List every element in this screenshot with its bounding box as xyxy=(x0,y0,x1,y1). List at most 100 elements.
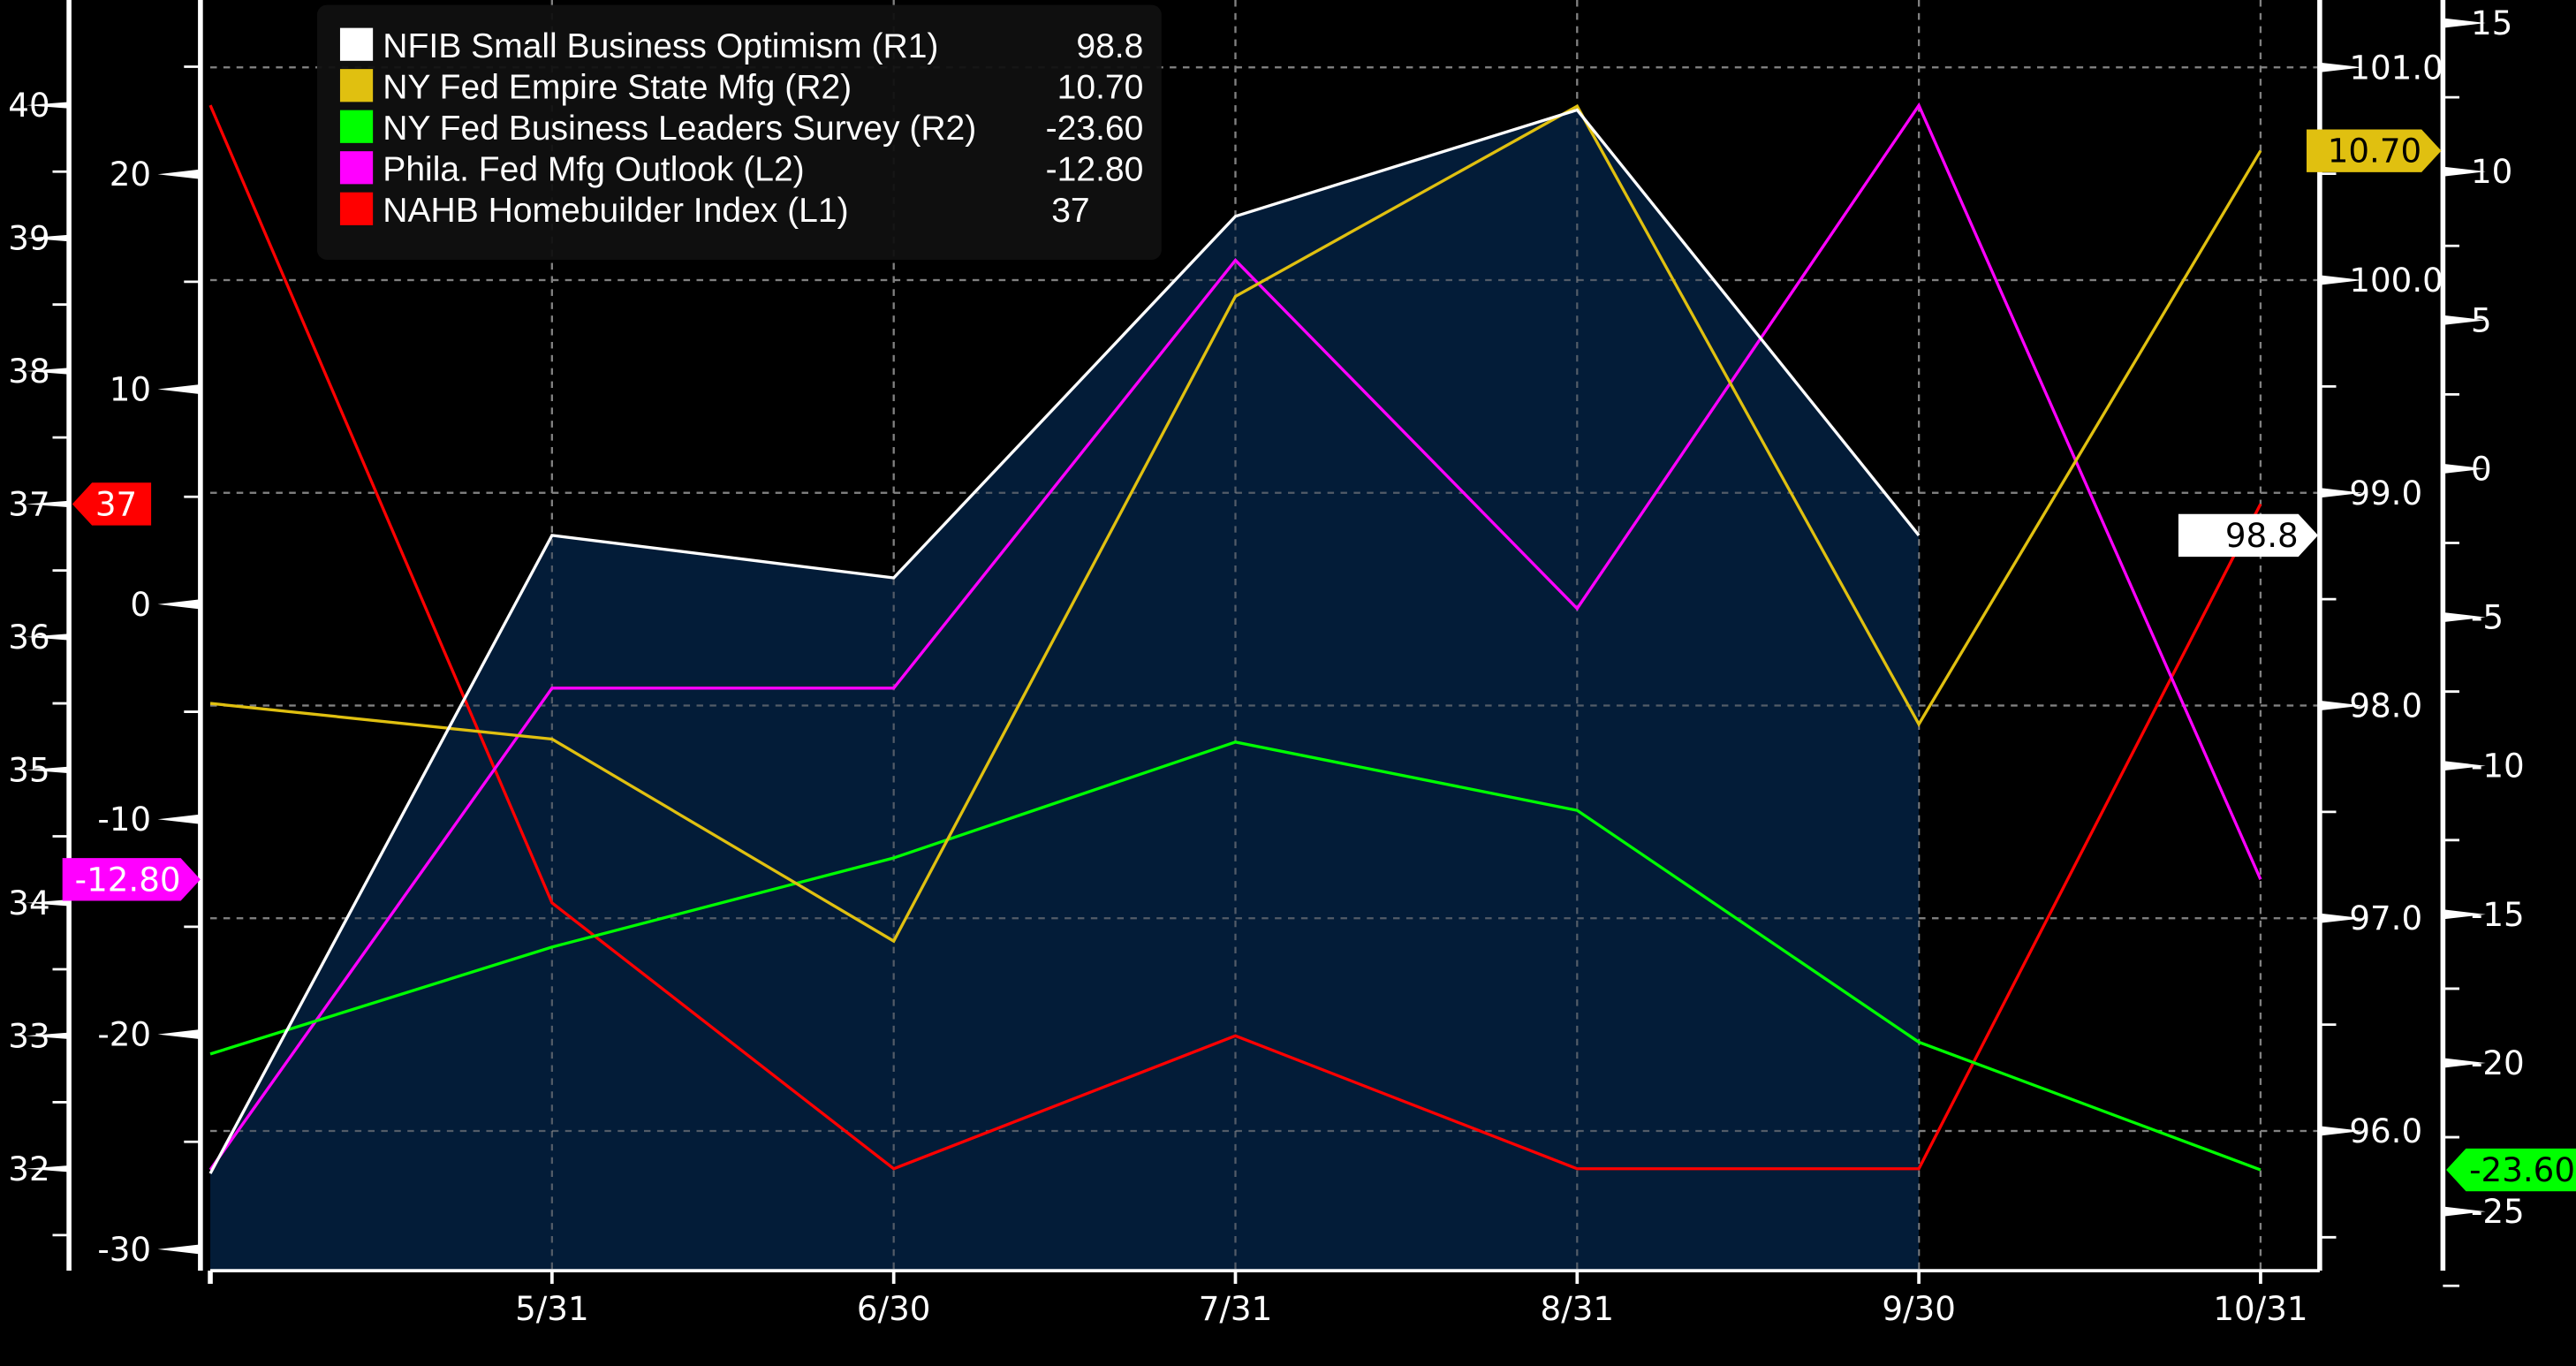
r1-tick-mark xyxy=(2319,1126,2363,1136)
legend-label: NY Fed Business Leaders Survey (R2) xyxy=(383,110,976,148)
legend-label: NY Fed Empire State Mfg (R2) xyxy=(383,69,852,107)
r1-tick-mark xyxy=(2319,275,2363,285)
l1-tick-mark xyxy=(26,899,70,907)
r2-tick-mark xyxy=(2443,166,2486,177)
l1-tick-label: 33 xyxy=(8,1016,49,1055)
legend-last-value: -23.60 xyxy=(1046,110,1144,148)
l1-tick-mark xyxy=(26,102,70,109)
x-tick-label: 5/31 xyxy=(515,1289,588,1328)
l1-tick-label: 34 xyxy=(8,884,49,922)
legend-swatch xyxy=(339,69,374,102)
l1-tick-mark xyxy=(26,1032,70,1040)
l2-tick-mark xyxy=(157,169,201,179)
l2-tick-mark xyxy=(157,599,201,610)
legend-last-value: -12.80 xyxy=(1046,151,1144,189)
last-value-tag-2 xyxy=(2446,1148,2576,1192)
l2-tick-mark xyxy=(157,383,201,395)
series-line-3 xyxy=(208,102,2262,1171)
legend-swatch xyxy=(339,151,374,185)
r2-tick-label: 10 xyxy=(2471,152,2512,191)
r1-tick-label: 99.0 xyxy=(2349,474,2422,512)
x-tick-label: 9/30 xyxy=(1882,1289,1955,1328)
l1-tick-mark xyxy=(26,234,70,242)
x-tick-label: 7/31 xyxy=(1199,1289,1272,1328)
r1-tick-label: 97.0 xyxy=(2349,899,2422,937)
r2-tick-label: -20 xyxy=(2471,1043,2525,1082)
legend-label: NFIB Small Business Optimism (R1) xyxy=(383,27,938,65)
nfib-area-fill xyxy=(210,110,1920,1271)
r1-tick-mark xyxy=(2319,62,2363,72)
l1-tick-label: 40 xyxy=(8,86,49,125)
l1-tick-mark xyxy=(26,500,70,508)
r2-tick-mark xyxy=(2443,315,2486,325)
series-line-4 xyxy=(208,104,2262,1171)
r2-tick-label: 15 xyxy=(2471,4,2512,42)
axes: 5/31 6/30 7/31 8/31 9/30 10/31 32 33 34 35 36 37 38 3… xyxy=(8,0,2525,1328)
last-value-label: 98.8 xyxy=(2225,516,2299,555)
x-tick-label: 10/31 xyxy=(2213,1289,2307,1328)
l1-tick-mark xyxy=(26,634,70,641)
r1-tick-label: 101.0 xyxy=(2349,48,2443,87)
l2-tick-label: 20 xyxy=(110,155,151,194)
legend-axis-label: (L1) xyxy=(787,192,848,230)
l2-tick-mark xyxy=(157,1244,201,1255)
legend-last-value: 10.70 xyxy=(1057,69,1144,107)
last-value-tag-3 xyxy=(62,858,201,901)
r2-tick-label: -10 xyxy=(2471,747,2525,785)
l2-tick-label: 0 xyxy=(130,585,151,624)
series-lines xyxy=(208,102,2262,1174)
r1-tick-label: 96.0 xyxy=(2349,1112,2422,1150)
r2-tick-mark xyxy=(2443,1058,2486,1068)
l1-tick-label: 32 xyxy=(8,1150,49,1188)
legend-box xyxy=(316,4,1162,260)
r2-tick-mark xyxy=(2443,1206,2486,1217)
l1-tick-label: 38 xyxy=(8,352,49,391)
l1-tick-label: 36 xyxy=(8,618,49,656)
last-value-label: 37 xyxy=(95,484,137,523)
r1-tick-label: 100.0 xyxy=(2349,261,2443,300)
legend-series-name: NY Fed Business Leaders Survey xyxy=(383,110,900,148)
legend-axis-label: (R2) xyxy=(909,110,976,148)
legend-last-value: 98.8 xyxy=(1076,27,1143,65)
l2-tick-label: -20 xyxy=(97,1015,151,1054)
legend-label: NAHB Homebuilder Index (L1) xyxy=(383,192,848,230)
legend-series-name: NAHB Homebuilder Index xyxy=(383,192,777,230)
legend-series-name: NY Fed Empire State Mfg xyxy=(383,69,775,107)
l1-tick-label: 35 xyxy=(8,750,49,789)
last-value-label: 10.70 xyxy=(2328,132,2421,171)
l1-tick-mark xyxy=(26,368,70,375)
l2-tick-label: -30 xyxy=(97,1230,151,1269)
l2-tick-label: 10 xyxy=(110,370,151,409)
legend-swatch xyxy=(339,192,374,225)
r1-tick-mark xyxy=(2319,700,2363,711)
last-value-label: -23.60 xyxy=(2469,1150,2575,1189)
last-value-label: -12.80 xyxy=(75,860,181,899)
r2-tick-mark xyxy=(2443,463,2486,474)
legend-last-value: 37 xyxy=(1051,192,1089,230)
r2-tick-label: -25 xyxy=(2471,1192,2525,1231)
legend-axis-label: (L2) xyxy=(743,151,804,189)
l1-tick-label: 37 xyxy=(8,484,49,523)
series-line-0 xyxy=(208,108,1921,1174)
r1-tick-mark xyxy=(2319,913,2363,923)
last-value-tag-0 xyxy=(2178,513,2319,558)
r1-tick-label: 98.0 xyxy=(2349,687,2422,725)
r2-tick-mark xyxy=(2443,909,2486,920)
legend-swatch xyxy=(339,27,374,61)
r2-tick-mark xyxy=(2443,761,2486,771)
legend-swatch xyxy=(339,110,374,143)
l1-tick-label: 39 xyxy=(8,219,49,258)
legend: NFIB Small Business Optimism (R1) 98.8 NY … xyxy=(316,4,1162,260)
r2-tick-label: 5 xyxy=(2471,300,2492,339)
legend-axis-label: (R1) xyxy=(871,27,938,65)
legend-label: Phila. Fed Mfg Outlook (L2) xyxy=(383,151,804,189)
last-value-tag-4 xyxy=(72,482,152,526)
series-line-2 xyxy=(209,740,2262,1172)
series-line-1 xyxy=(209,103,2262,944)
legend-axis-label: (R2) xyxy=(784,69,852,107)
l2-tick-mark xyxy=(157,1028,201,1040)
r2-tick-mark xyxy=(2443,612,2486,623)
legend-series-name: NFIB Small Business Optimism xyxy=(383,27,861,65)
